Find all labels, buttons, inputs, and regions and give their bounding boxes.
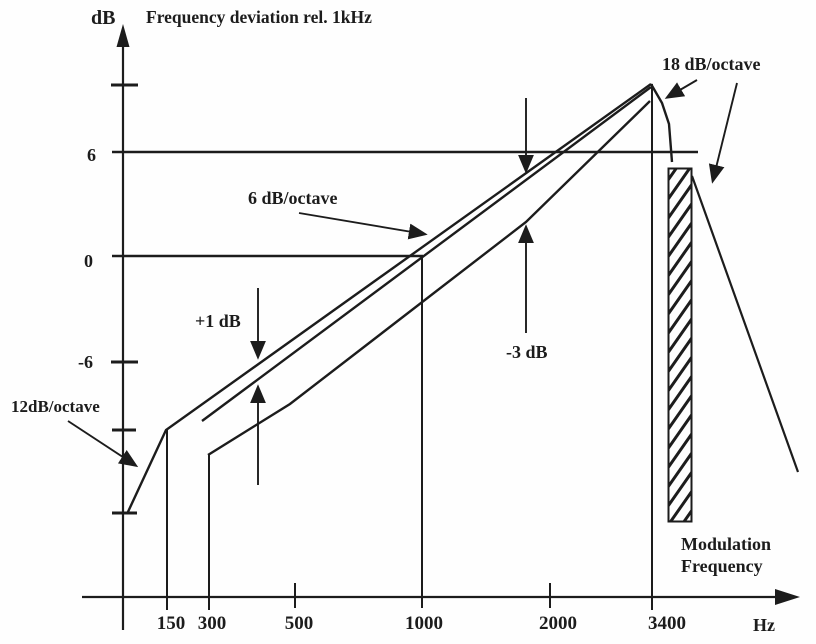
chart-title: Frequency deviation rel. 1kHz — [146, 7, 372, 27]
curve-lower-limit — [207, 100, 651, 457]
x-tick-label-2000: 2000 — [539, 613, 577, 634]
y-tick-label-6: 6 — [87, 145, 96, 165]
annotation-12db-octave: 12dB/octave — [11, 397, 100, 416]
x-axis-title: Modulation Frequency — [681, 533, 771, 577]
x-tick-label-150: 150 — [156, 613, 186, 634]
pointer-arrow-18db-rolloff-icon — [708, 82, 738, 184]
y-tick-label-minus6: -6 — [78, 352, 93, 372]
curve-peak-rolloff — [649, 83, 674, 163]
x-tick-label-1000: 1000 — [405, 613, 443, 634]
annotation-minus3db: -3 dB — [506, 342, 548, 362]
annotation-6db-octave: 6 dB/octave — [248, 188, 338, 208]
x-tick-label-300: 300 — [197, 613, 227, 634]
annotation-18db-octave: 18 dB/octave — [662, 54, 761, 74]
annotation-plus1db: +1 dB — [195, 311, 241, 331]
curve-nominal — [201, 86, 652, 422]
y-tick-label-0: 0 — [84, 251, 93, 271]
curve-upper-limit — [125, 83, 652, 515]
x-tick-label-500: 500 — [284, 613, 314, 634]
pointer-arrow-12db-icon — [67, 420, 139, 468]
pointer-arrow-18db-peak-icon — [664, 79, 698, 99]
y-axis-unit-label: dB — [91, 7, 116, 29]
x-tick-label-3400: 3400 — [648, 613, 686, 634]
pointer-arrow-6db-icon — [298, 212, 428, 240]
curve-rolloff-18db — [690, 175, 800, 473]
band-edge-hatched-bar — [667, 167, 693, 523]
x-axis-arrowhead-icon — [775, 589, 800, 605]
x-axis-title-line2: Frequency — [681, 556, 763, 576]
x-axis-unit-label: Hz — [753, 615, 775, 635]
y-axis-arrowhead-icon — [116, 24, 130, 47]
x-axis-title-line1: Modulation — [681, 534, 772, 554]
